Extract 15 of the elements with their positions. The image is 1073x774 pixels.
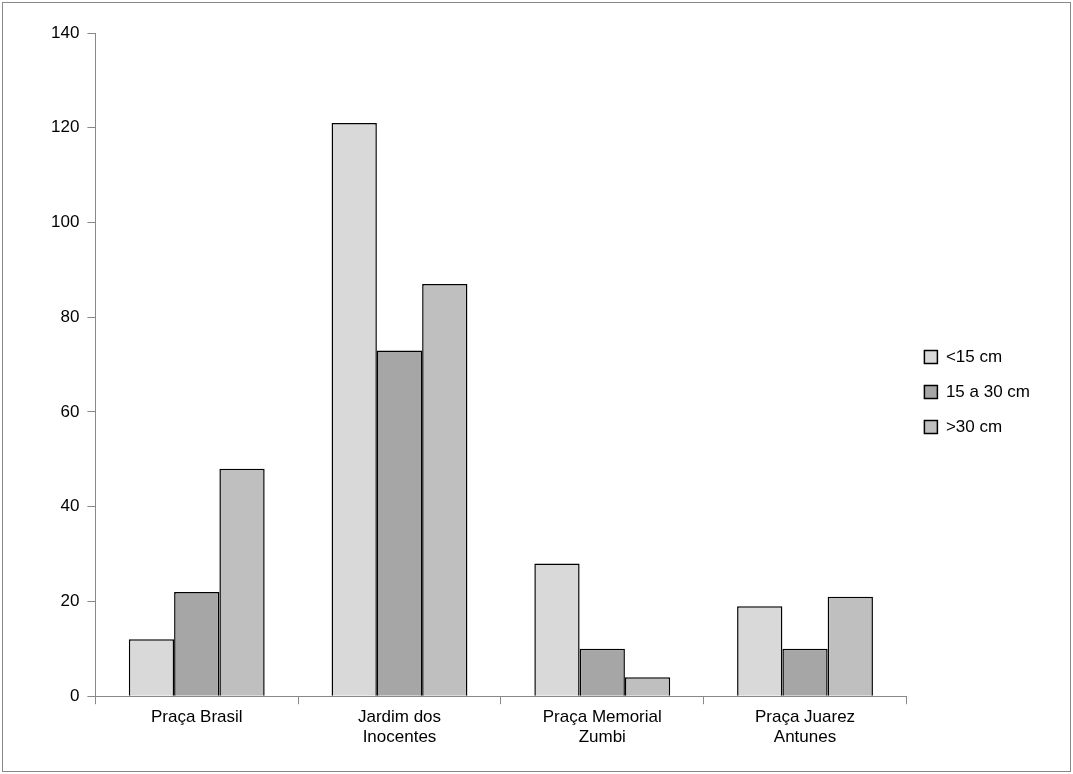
y-tick-label: 0 (69, 685, 80, 705)
y-tick-label: 120 (50, 117, 80, 137)
y-tick-label: 60 (60, 401, 80, 421)
y-tick-label: 20 (60, 591, 80, 611)
x-tick-label: Praça Juarez Antunes (754, 707, 856, 747)
y-tick-label: 140 (50, 22, 80, 42)
legend-label: <15 cm (945, 346, 1003, 366)
y-tick-label: 100 (50, 212, 80, 232)
y-tick-label: 80 (60, 306, 80, 326)
x-tick-label: Praça Memorial Zumbi (542, 707, 662, 747)
legend-label: 15 a 30 cm (945, 381, 1031, 401)
y-tick-label: 40 (60, 496, 80, 516)
x-tick-label: Praça Brasil (150, 707, 243, 727)
legend-label: >30 cm (945, 416, 1003, 436)
x-tick-label: Jardim dos Inocentes (357, 707, 442, 747)
